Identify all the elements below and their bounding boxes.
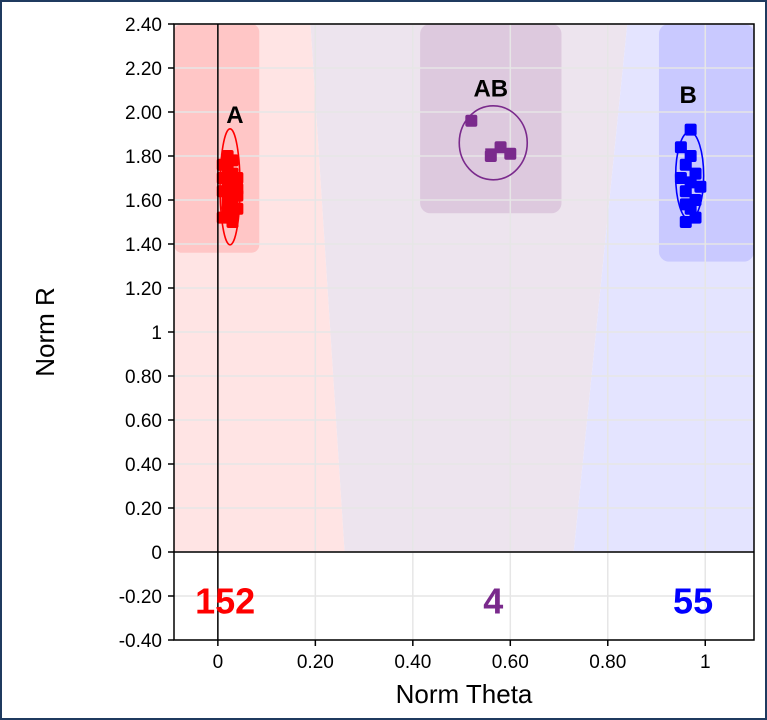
cluster-counts: 152 4 55: [195, 581, 713, 622]
data-point: [684, 150, 697, 162]
cluster-labels: A AB B: [226, 76, 697, 129]
region-a-highlight: [174, 24, 260, 253]
y-tick-label: 1.60: [125, 191, 162, 212]
data-point: [689, 211, 702, 224]
data-point: [226, 207, 239, 220]
data-point: [679, 198, 692, 211]
y-tick-label: 2.20: [125, 59, 162, 80]
data-points: [216, 114, 707, 228]
y-tick-label: 1.80: [125, 147, 162, 168]
data-point: [679, 216, 692, 228]
data-point: [504, 147, 517, 160]
y-tick-label: -0.40: [119, 631, 162, 652]
y-tick-label: 0.60: [125, 411, 162, 432]
cluster-count-b: 55: [673, 581, 713, 622]
y-tick-label: 1: [151, 323, 162, 344]
y-tick-label: 1.40: [125, 235, 162, 256]
data-point: [221, 189, 234, 202]
y-tick-label: 2.00: [125, 103, 162, 124]
x-axis-title: Norm Theta: [396, 679, 533, 709]
y-tick-label: 2.40: [125, 15, 162, 36]
x-tick-label: 0.20: [297, 652, 334, 673]
x-tick-label: 0.60: [492, 652, 529, 673]
y-tick-label: -0.20: [119, 587, 162, 608]
cluster-label-ab: AB: [473, 76, 508, 103]
y-tick-label: 0: [151, 543, 162, 564]
x-tick-label: 0.80: [589, 652, 626, 673]
y-axis-title: Norm R: [30, 287, 60, 377]
data-point: [465, 114, 478, 127]
y-tick-label: 0.80: [125, 367, 162, 388]
data-point: [679, 185, 692, 198]
x-tick-labels: 0 0.20 0.40 0.60 0.80 1: [213, 652, 711, 673]
y-tick-labels: 2.40 2.20 2.00 1.80 1.60 1.40 1.20 1 0.80 0.60 0.4…: [119, 15, 162, 652]
y-tick-label: 0.40: [125, 455, 162, 476]
cluster-count-ab: 4: [483, 581, 503, 622]
data-point: [674, 172, 687, 184]
region-b-highlight: [658, 24, 754, 262]
cluster-label-b: B: [680, 82, 697, 109]
x-tick-label: 1: [700, 652, 711, 673]
data-point: [226, 154, 239, 167]
cluster-ellipse-ab: [458, 105, 529, 181]
x-tick-label: 0: [213, 652, 224, 673]
region-ab-highlight: [420, 24, 562, 214]
x-tick-label: 0.40: [394, 652, 431, 673]
data-point: [484, 150, 497, 162]
cluster-count-a: 152: [195, 581, 255, 622]
data-point: [684, 123, 697, 136]
data-point: [694, 180, 707, 193]
data-point: [674, 141, 687, 154]
y-tick-label: 0.20: [125, 499, 162, 520]
cluster-label-a: A: [226, 102, 243, 129]
data-point: [231, 183, 244, 195]
y-tick-label: 1.20: [125, 279, 162, 300]
axes: [168, 23, 755, 646]
